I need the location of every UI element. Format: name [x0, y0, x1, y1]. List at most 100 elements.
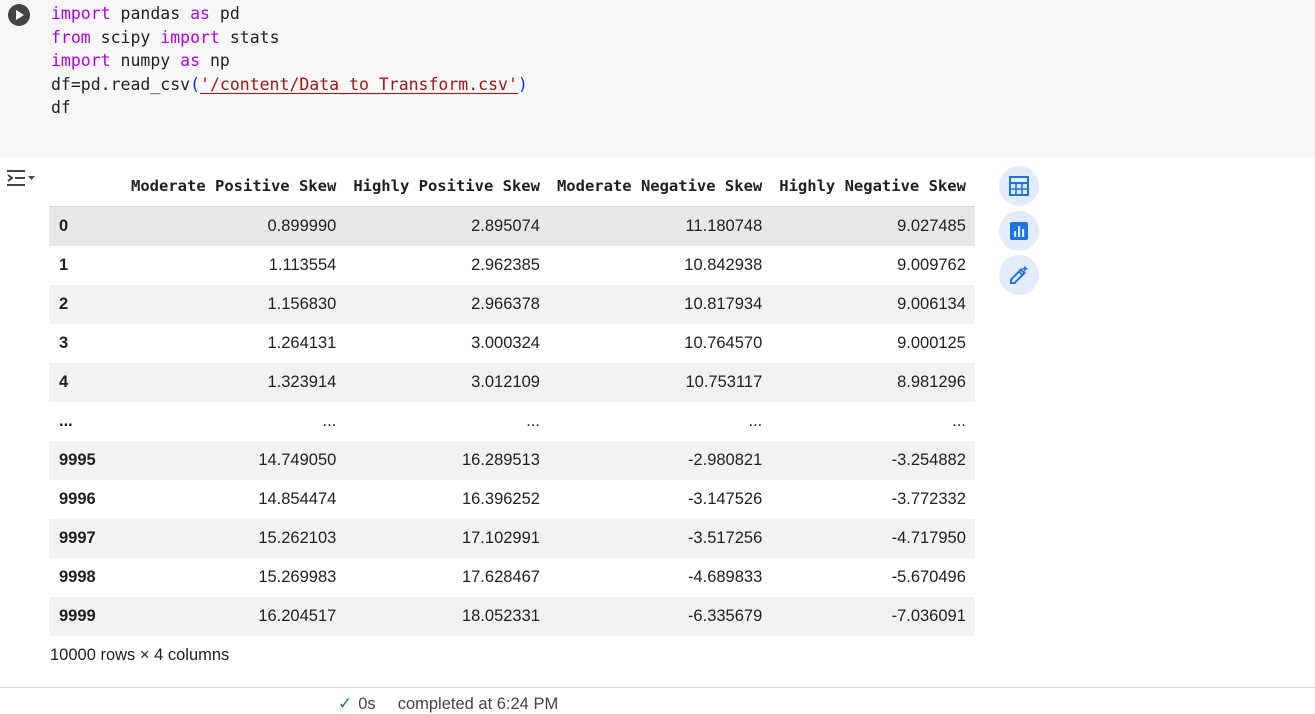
- table-row: 1 1.113554 2.962385 10.842938 9.009762: [49, 246, 975, 285]
- code-token: df=pd.read_csv: [51, 74, 191, 94]
- code-token: df: [51, 98, 71, 117]
- table-cell: -3.147526: [687, 490, 763, 508]
- table-cell: -3.517256: [548, 519, 772, 558]
- table-cell: 16.289513: [345, 441, 549, 480]
- code-line: from scipy import stats: [51, 28, 280, 47]
- table-cell: 2.962385: [471, 256, 540, 274]
- table-row: 9998 15.269983 17.628467 -4.689833 -5.670496: [49, 558, 975, 597]
- table-cell: -4.717950: [771, 519, 975, 558]
- table-cell: -3.772332: [891, 490, 966, 508]
- table-cell: 1.156830: [123, 285, 346, 324]
- table-cell: ...: [322, 412, 337, 430]
- table-row: 4 1.323914 3.012109 10.753117 8.981296: [49, 363, 975, 402]
- index-header: [49, 166, 123, 207]
- table-cell: 15.269983: [258, 568, 337, 586]
- column-header[interactable]: Moderate Positive Skew: [123, 166, 346, 207]
- code-token: import: [51, 51, 111, 70]
- table-cell: 9.009762: [897, 256, 966, 274]
- table-row: 3 1.264131 3.000324 10.764570 9.000125: [49, 324, 975, 363]
- table-row: 9999 16.204517 18.052331 -6.335679 -7.036091: [49, 597, 975, 636]
- row-index: 1: [59, 256, 69, 274]
- table-cell: -5.670496: [891, 568, 966, 586]
- code-cell[interactable]: import pandas as pd from scipy import st…: [0, 0, 1315, 157]
- magic-edit-icon: [1010, 265, 1029, 284]
- table-cell: 15.262103: [123, 519, 346, 558]
- completion-time: completed at 6:24 PM: [397, 695, 559, 713]
- table-cell: 11.180748: [548, 206, 772, 246]
- check-icon: ✓: [338, 694, 353, 713]
- run-cell-button[interactable]: [8, 4, 30, 26]
- generate-code-button[interactable]: [999, 255, 1039, 295]
- table-row: ...............: [49, 402, 975, 441]
- code-token: pd: [209, 4, 240, 23]
- table-row: 9996 14.854474 16.396252 -3.147526 -3.772332: [49, 480, 975, 519]
- table-cell: ...: [526, 412, 540, 430]
- table-cell: -6.335679: [548, 597, 772, 636]
- table-cell: 14.854474: [258, 490, 337, 508]
- row-index: 4: [49, 363, 123, 402]
- table-cell: 3.000324: [471, 334, 540, 352]
- output-options-button[interactable]: [5, 166, 35, 192]
- code-token: pandas: [110, 4, 191, 23]
- row-index: 9999: [49, 597, 123, 636]
- column-header[interactable]: Moderate Negative Skew: [548, 166, 772, 207]
- table-cell: 16.396252: [461, 490, 540, 508]
- row-index: ...: [59, 412, 73, 430]
- table-cell: 1.113554: [268, 256, 337, 274]
- code-token: import: [51, 4, 111, 23]
- code-token: as: [180, 51, 201, 70]
- column-header[interactable]: Highly Positive Skew: [345, 166, 549, 207]
- play-icon: [16, 10, 24, 20]
- row-index: 9995: [49, 441, 123, 480]
- convert-to-interactive-table-button[interactable]: [999, 166, 1039, 206]
- table-cell: 0.899990: [123, 206, 346, 246]
- table-cell: -2.980821: [548, 441, 772, 480]
- code-token: ): [517, 74, 528, 94]
- code-token: np: [200, 51, 230, 70]
- dataframe-table: Moderate Positive Skew Highly Positive S…: [49, 166, 975, 636]
- row-index: 9996: [59, 490, 96, 508]
- code-line: import numpy as np: [51, 51, 230, 70]
- code-token: numpy: [110, 51, 181, 70]
- column-header[interactable]: Highly Negative Skew: [771, 166, 975, 207]
- code-line: df=pd.read_csv('/content/Data_to_Transfo…: [51, 75, 528, 94]
- code-line: import pandas as pd: [51, 4, 240, 23]
- table-cell: 10.842938: [684, 256, 763, 274]
- table-cell: ...: [952, 412, 966, 430]
- suggest-charts-button[interactable]: [999, 211, 1039, 251]
- table-cell: 18.052331: [345, 597, 549, 636]
- table-cell: 2.966378: [345, 285, 549, 324]
- row-index: 0: [49, 206, 123, 246]
- table-cell: -7.036091: [771, 597, 975, 636]
- code-token: import: [160, 27, 220, 47]
- row-index: 9998: [59, 568, 96, 586]
- table-cell: 17.102991: [345, 519, 549, 558]
- table-row: 2 1.156830 2.966378 10.817934 9.006134: [49, 285, 975, 324]
- table-icon: [1009, 176, 1029, 196]
- table-cell: 9.027485: [771, 206, 975, 246]
- code-line: df: [51, 98, 71, 117]
- table-cell: 3.012109: [345, 363, 549, 402]
- table-row: 9997 15.262103 17.102991 -3.517256 -4.717950: [49, 519, 975, 558]
- code-token: (: [190, 74, 201, 94]
- code-token: as: [190, 4, 210, 23]
- table-cell: ...: [748, 412, 763, 430]
- table-cell: 2.895074: [345, 206, 549, 246]
- cell-divider: [0, 687, 1315, 688]
- execution-status: ✓ 0s completed at 6:24 PM: [338, 694, 558, 714]
- row-index: 9997: [49, 519, 123, 558]
- table-row: 0 0.899990 2.895074 11.180748 9.027485: [49, 206, 975, 246]
- table-cell: 1.264131: [267, 334, 337, 352]
- table-cell: 10.764570: [684, 334, 763, 352]
- code-token: from: [51, 27, 91, 47]
- dataframe-shape: 10000 rows × 4 columns: [50, 646, 230, 664]
- table-cell: 10.753117: [548, 363, 772, 402]
- table-cell: 1.323914: [123, 363, 346, 402]
- row-index: 3: [59, 334, 69, 352]
- table-cell: 9.000125: [897, 334, 966, 352]
- output-options-icon: [7, 170, 35, 186]
- table-cell: 16.204517: [123, 597, 346, 636]
- code-editor[interactable]: import pandas as pd from scipy import st…: [51, 2, 528, 120]
- code-token: scipy: [90, 27, 161, 47]
- table-cell: 10.817934: [548, 285, 772, 324]
